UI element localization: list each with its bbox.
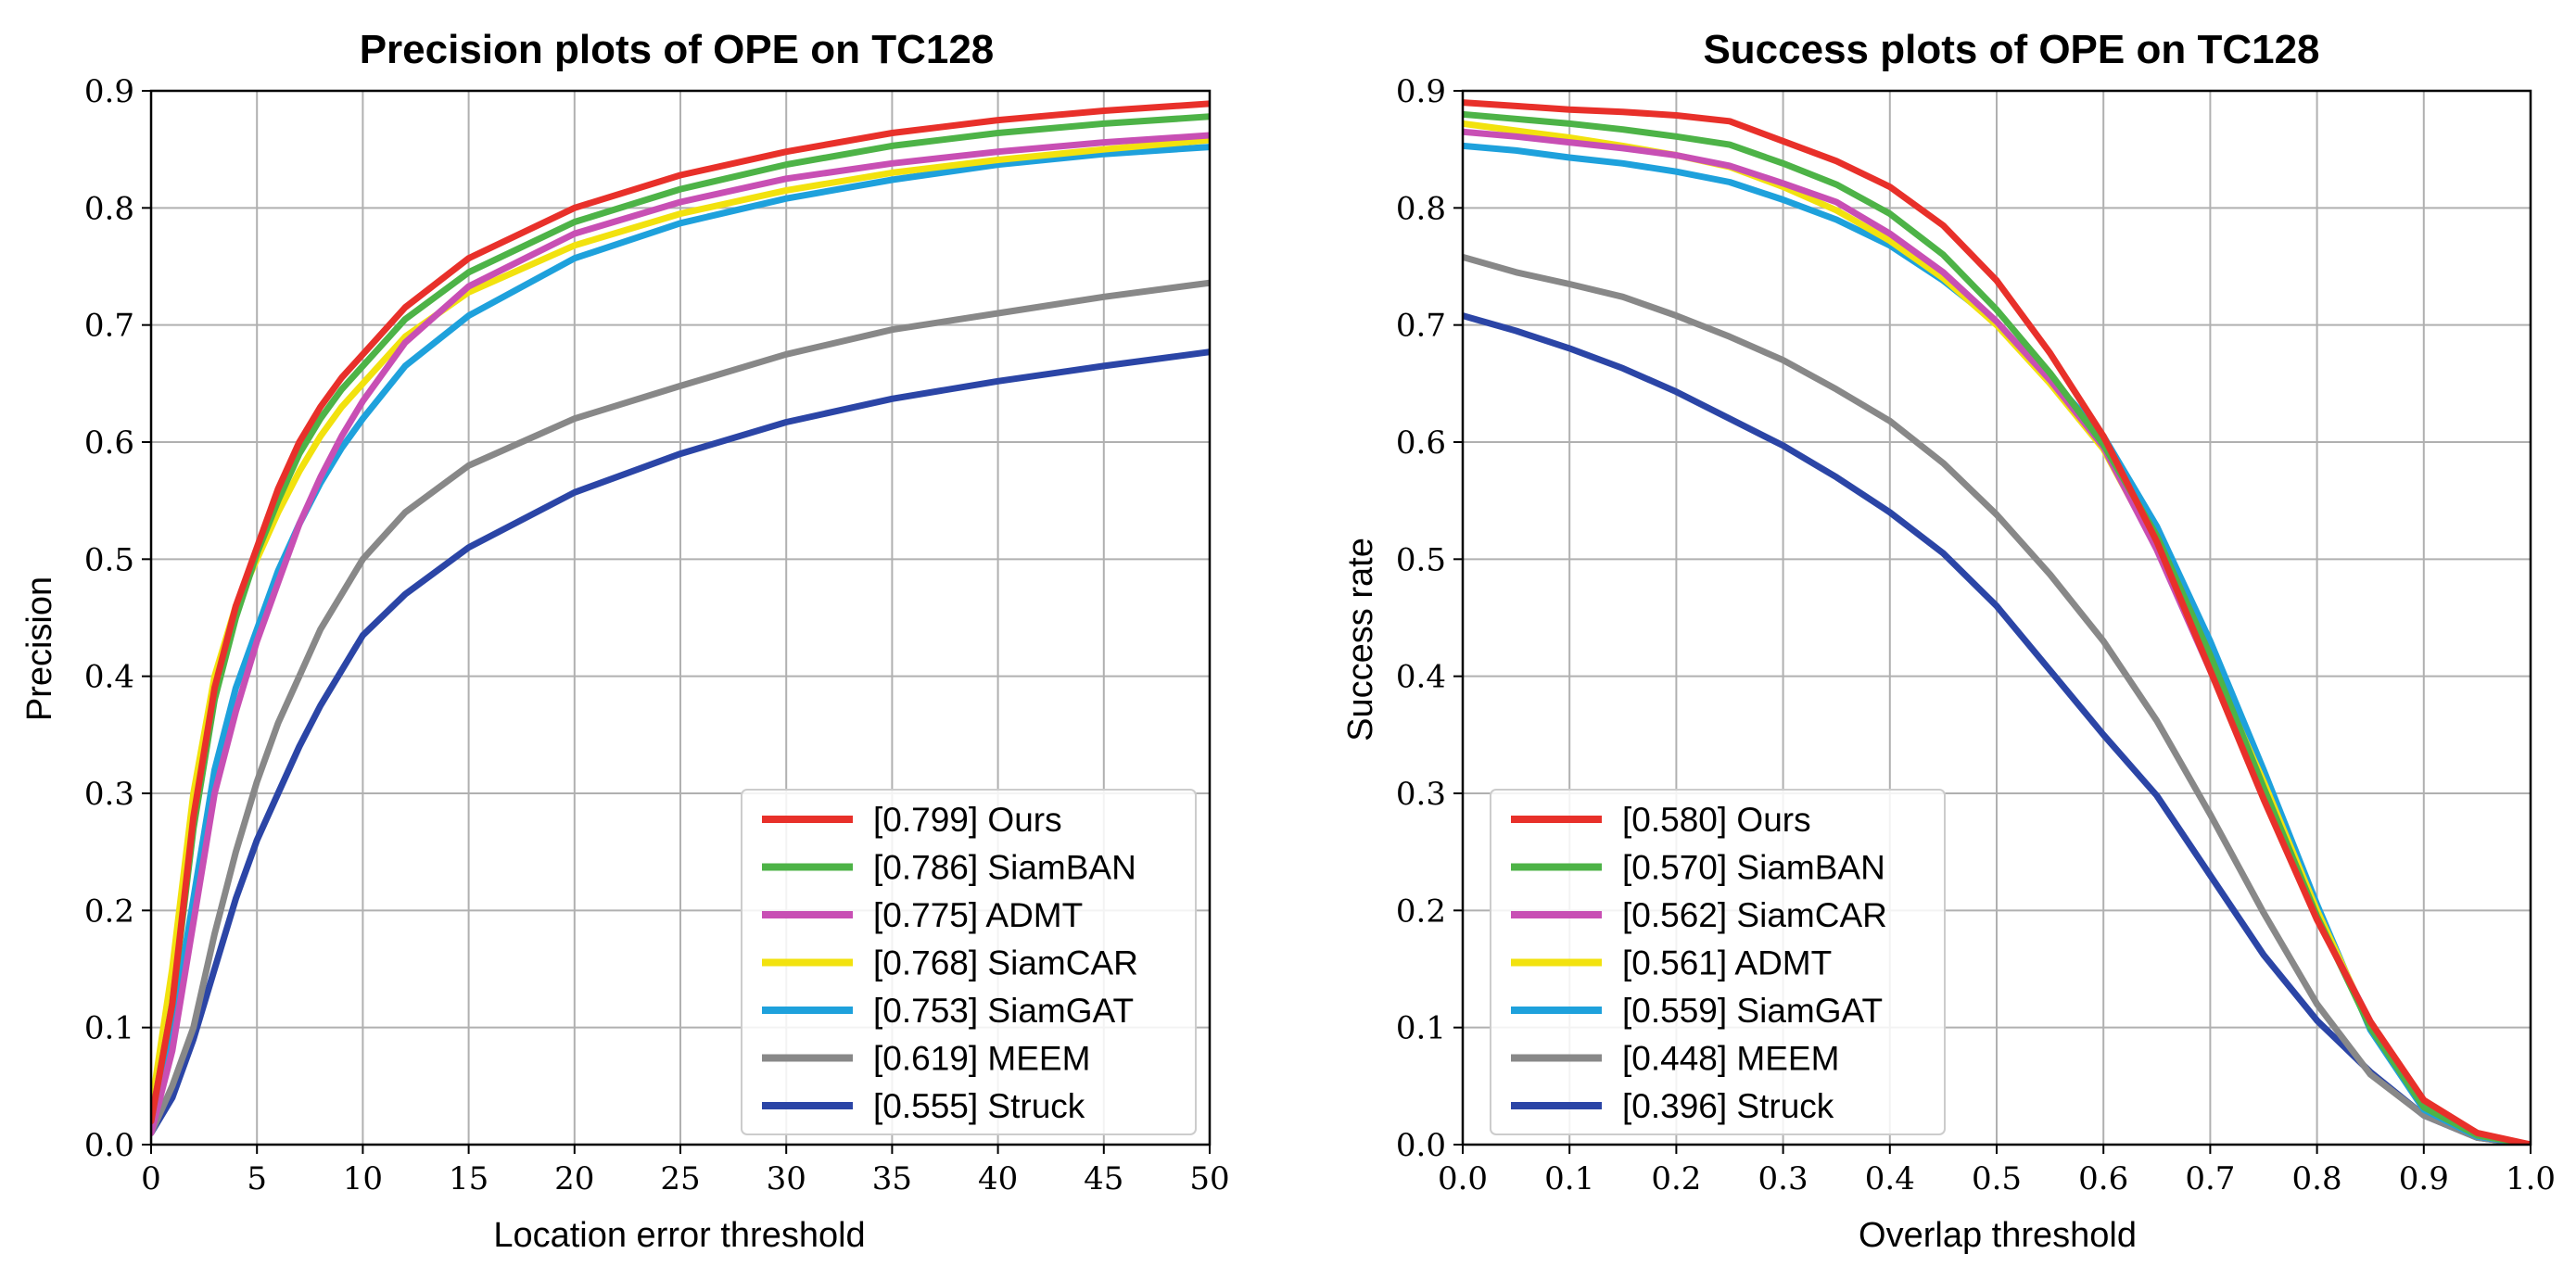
y-tick-label: 0.3 (1396, 776, 1446, 813)
x-tick-label: 40 (978, 1160, 1018, 1197)
y-tick-label: 0.1 (1396, 1010, 1446, 1047)
y-tick-label: 0.4 (1396, 659, 1446, 696)
x-tick-label: 0.7 (2185, 1160, 2235, 1197)
y-tick-label: 0.9 (1396, 73, 1446, 110)
legend-box (1490, 789, 1946, 1135)
y-tick-label: 0.5 (1396, 541, 1446, 578)
y-tick-label: 0.6 (1396, 424, 1446, 462)
precision-plot-xlabel: Location error threshold (493, 1216, 865, 1255)
y-tick-label: 0.3 (84, 776, 134, 813)
x-tick-label: 10 (343, 1160, 383, 1197)
x-tick-label: 35 (872, 1160, 912, 1197)
precision-plot: Precision plots of OPE on TC128 Location… (20, 27, 1230, 1255)
legend: [0.580] Ours [0.570] SiamBAN [0.562] SiamC… (1490, 789, 1946, 1135)
y-tick-label: 0.5 (84, 541, 134, 578)
series-group (1463, 99, 2531, 1145)
precision-plot-title: Precision plots of OPE on TC128 (360, 27, 995, 72)
y-tick-label: 0.9 (84, 73, 134, 110)
legend-label-ours: [0.799] Ours (873, 801, 1062, 839)
legend-label-meem: [0.448] MEEM (1622, 1040, 1839, 1078)
series-line-meem (1463, 253, 2531, 1145)
y-tick-label: 0.1 (84, 1010, 134, 1047)
x-tick-label: 0.3 (1758, 1160, 1808, 1197)
x-tick-label: 0.2 (1651, 1160, 1701, 1197)
x-tick-label: 0.0 (1438, 1160, 1488, 1197)
x-tick-label: 25 (660, 1160, 700, 1197)
series-group (151, 100, 1210, 1136)
legend-label-siamban: [0.570] SiamBAN (1622, 849, 1885, 887)
precision-plot-ylabel: Precision (20, 576, 59, 721)
x-tick-label: 0.6 (2078, 1160, 2128, 1197)
series-line-meem (151, 279, 1210, 1136)
series-line-ours (1463, 99, 2531, 1145)
legend-label-struck: [0.396] Struck (1622, 1087, 1834, 1125)
legend-label-admt: [0.775] ADMT (873, 896, 1083, 934)
legend-label-siamgat: [0.559] SiamGAT (1622, 992, 1883, 1030)
x-tick-label: 0 (141, 1160, 161, 1197)
x-tick-label: 20 (554, 1160, 594, 1197)
y-tick-label: 0.4 (84, 659, 134, 696)
y-tick-label: 0.7 (1396, 308, 1446, 345)
legend-label-siamcar: [0.562] SiamCAR (1622, 896, 1887, 934)
success-plot-title: Success plots of OPE on TC128 (1703, 27, 2319, 72)
plot-frame (149, 89, 1212, 1146)
x-tick-label: 50 (1189, 1160, 1229, 1197)
y-tick-label: 0.2 (1396, 893, 1446, 930)
legend-label-meem: [0.619] MEEM (873, 1040, 1090, 1078)
series-line-ours (151, 100, 1210, 1125)
y-tick-label: 0.6 (84, 424, 134, 462)
x-tick-label: 30 (767, 1160, 806, 1197)
x-tick-label: 0.5 (1972, 1160, 2022, 1197)
series-line-struck (151, 348, 1210, 1136)
x-tick-label: 0.1 (1544, 1160, 1594, 1197)
legend-label-ours: [0.580] Ours (1622, 801, 1811, 839)
legend-label-struck: [0.555] Struck (873, 1087, 1085, 1125)
x-tick-label: 5 (247, 1160, 267, 1197)
success-plot-xlabel: Overlap threshold (1859, 1216, 2137, 1255)
y-tick-label: 0.2 (84, 893, 134, 930)
x-tick-label: 0.4 (1865, 1160, 1915, 1197)
legend-label-siamcar: [0.768] SiamCAR (873, 944, 1138, 982)
y-tick-label: 0.0 (1396, 1127, 1446, 1164)
success-plot: Success plots of OPE on TC128 Overlap th… (1341, 27, 2556, 1255)
x-tick-label: 1.0 (2506, 1160, 2556, 1197)
x-tick-label: 45 (1084, 1160, 1123, 1197)
x-tick-label: 0.8 (2292, 1160, 2342, 1197)
legend-label-siamban: [0.786] SiamBAN (873, 849, 1136, 887)
x-tick-label: 15 (449, 1160, 489, 1197)
series-line-admt (151, 132, 1210, 1136)
y-tick-label: 0.8 (1396, 190, 1446, 227)
series-line-siamgat (151, 144, 1210, 1125)
legend-label-admt: [0.561] ADMT (1622, 944, 1832, 982)
legend-label-siamgat: [0.753] SiamGAT (873, 992, 1134, 1030)
y-tick-label: 0.0 (84, 1127, 134, 1164)
legend-box (741, 789, 1197, 1135)
success-plot-ylabel: Success rate (1341, 538, 1380, 741)
y-tick-label: 0.7 (84, 308, 134, 345)
y-tick-label: 0.8 (84, 190, 134, 227)
x-tick-label: 0.9 (2399, 1160, 2449, 1197)
legend: [0.799] Ours [0.786] SiamBAN [0.775] ADMT [… (741, 789, 1197, 1135)
plot-frame (1461, 89, 2532, 1146)
